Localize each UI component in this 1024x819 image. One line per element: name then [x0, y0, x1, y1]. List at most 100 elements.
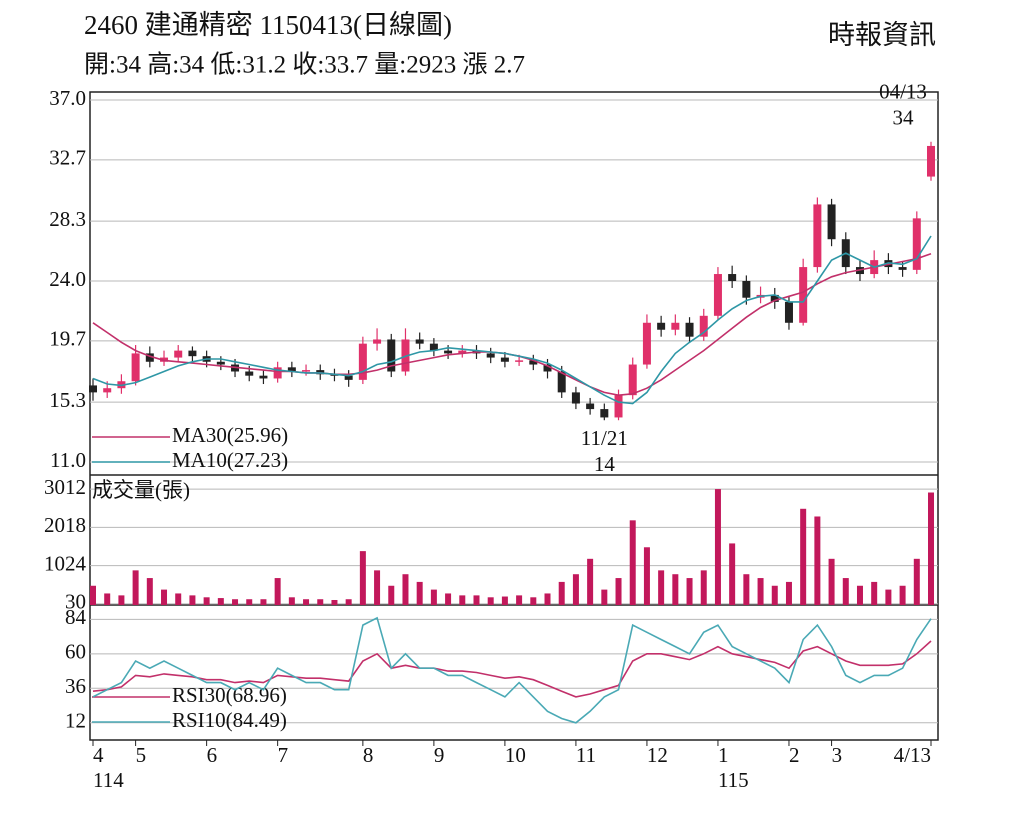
volume-bar	[842, 578, 849, 605]
volume-bar	[402, 574, 409, 605]
candle-body	[358, 343, 367, 380]
candle-body	[444, 350, 453, 354]
candle-body	[145, 353, 154, 362]
volume-bar	[90, 585, 96, 605]
volume-bar	[274, 578, 281, 605]
volume-bar	[430, 589, 437, 605]
source: 時報資訊	[828, 20, 936, 50]
volume-bar	[658, 570, 665, 605]
candle-body	[827, 204, 836, 240]
candle-body	[415, 339, 424, 344]
volume-bar	[288, 597, 295, 605]
candle-body	[429, 343, 438, 351]
volume-bar	[928, 492, 934, 605]
volume-bar	[374, 570, 381, 605]
quote-line: 開:34 高:34 低:31.2 收:33.7 量:2923 漲 2.7	[84, 51, 525, 79]
candle-body	[685, 322, 694, 337]
y-tick-label: 84	[65, 605, 87, 629]
candle-body	[500, 357, 509, 362]
candle-body	[586, 403, 595, 410]
x-tick-label: 1	[718, 743, 729, 767]
volume-bar	[672, 574, 679, 605]
y-tick-label: 1024	[44, 551, 87, 575]
volume-bar	[615, 578, 622, 605]
volume-bar	[175, 593, 182, 605]
candle-body	[387, 339, 396, 372]
candle-body	[699, 315, 708, 337]
legend-label: RSI10(84.49)	[172, 708, 287, 732]
volume-bar	[643, 547, 650, 605]
candle-body	[89, 385, 97, 393]
candle-body	[529, 360, 538, 365]
volume-bar	[771, 585, 778, 605]
volume-bar	[913, 558, 920, 605]
legend-label: MA30(25.96)	[172, 423, 288, 447]
volume-bar	[303, 599, 310, 605]
y-tick-label: 19.7	[49, 327, 86, 351]
candle-body	[600, 409, 609, 418]
plot-frame	[89, 91, 939, 741]
volume-bar	[601, 589, 608, 605]
y-tick-label: 11.0	[50, 448, 86, 472]
y-tick-label: 28.3	[49, 207, 86, 231]
candle-body	[614, 395, 623, 418]
volume-bar	[714, 489, 721, 605]
volume-bar	[487, 597, 494, 605]
volume-bar	[558, 581, 565, 605]
line-series	[92, 616, 932, 724]
candle-body	[515, 360, 524, 362]
candle-body	[912, 218, 921, 270]
y-tick-label: 2018	[44, 513, 86, 537]
volume-bar	[359, 551, 366, 605]
volume-bar	[871, 581, 878, 605]
volume-bar	[217, 598, 224, 605]
volume-bar	[203, 597, 210, 605]
volume-bar	[572, 574, 579, 605]
volume-bar	[331, 599, 338, 605]
volume-bar	[501, 596, 508, 605]
x-tick-label: 6	[207, 743, 218, 767]
candle-body	[103, 388, 112, 393]
candle-body	[174, 350, 183, 358]
y-tick-label: 36	[65, 674, 86, 698]
volume-bar	[132, 570, 139, 605]
candle-body	[799, 267, 808, 323]
volume-bar	[828, 558, 835, 605]
candle-body	[216, 361, 225, 365]
candle-body	[259, 375, 268, 379]
y-tick-label: 37.0	[49, 86, 86, 110]
trough-annotation: 11/21	[581, 426, 628, 450]
candle-body	[273, 367, 282, 379]
x-tick-label: 4/13	[894, 743, 931, 767]
volume-bar	[473, 595, 480, 605]
candle-body	[927, 145, 935, 177]
candle-body	[287, 367, 296, 372]
volume-bar	[146, 578, 153, 605]
candle-body	[344, 375, 353, 380]
volume-bar	[189, 595, 196, 605]
volume-bar	[445, 593, 452, 605]
volume-bar	[104, 593, 111, 605]
volume-bar	[232, 599, 239, 605]
y-tick-label: 24.0	[49, 267, 86, 291]
volume-bar	[260, 599, 267, 605]
volume-bar	[345, 599, 352, 605]
candle-body	[486, 353, 495, 358]
candle-body	[571, 392, 580, 404]
candle-body	[628, 364, 637, 396]
volume-bar	[388, 585, 395, 605]
x-tick-label: 10	[505, 743, 526, 767]
volume-bar	[530, 597, 537, 605]
x-tick-label: 2	[789, 743, 800, 767]
volume-bar	[118, 595, 125, 605]
peak-annotation: 04/13	[879, 80, 927, 104]
candle-body	[742, 281, 751, 298]
volume-bar	[587, 558, 594, 605]
candle-body	[373, 339, 382, 344]
volume-bar	[729, 543, 736, 605]
volume-bar	[317, 599, 324, 605]
x-tick-label: 3	[832, 743, 843, 767]
x-tick-label: 4	[93, 743, 104, 767]
candle-body	[770, 294, 779, 302]
